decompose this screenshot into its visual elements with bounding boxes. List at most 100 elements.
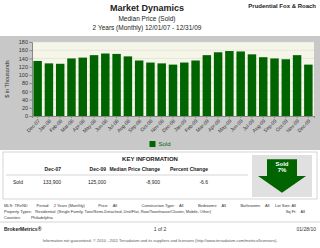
tick: 160 bbox=[19, 47, 32, 53]
tick: 0 bbox=[25, 113, 32, 119]
tick-mark bbox=[218, 116, 219, 118]
tick-mark bbox=[30, 58, 33, 59]
bar bbox=[304, 65, 312, 116]
tick-mark bbox=[30, 100, 33, 101]
bar bbox=[45, 63, 53, 116]
bar bbox=[236, 51, 244, 116]
tick-mark bbox=[82, 116, 83, 118]
table-header: Dec-09 bbox=[90, 166, 107, 172]
tick-mark bbox=[161, 116, 162, 118]
tick: Dec-09 bbox=[296, 116, 312, 133]
bar bbox=[180, 63, 188, 116]
tick-mark bbox=[195, 116, 196, 118]
tick-mark bbox=[116, 116, 117, 118]
title: Market Dynamics bbox=[110, 3, 184, 13]
tick-mark bbox=[274, 116, 275, 118]
chart: Prudential Fox & Roach Market Dynamics Med… bbox=[0, 0, 320, 248]
table-cell: Sold bbox=[13, 179, 23, 185]
tick-mark bbox=[30, 67, 33, 68]
tick-label: 180 bbox=[19, 39, 28, 45]
bar bbox=[90, 55, 98, 116]
footer: MLS: TReND Period: 2 Years (Monthly) Pri… bbox=[0, 203, 320, 243]
y-axis: 0 20 40 60 80 100 120 140 160 180 bbox=[19, 39, 33, 119]
tick-label: 60 bbox=[22, 89, 28, 95]
grid-line bbox=[32, 42, 314, 43]
tick-mark bbox=[30, 83, 33, 84]
bar bbox=[225, 51, 233, 116]
tick-mark bbox=[48, 116, 49, 118]
tick: 80 bbox=[22, 80, 32, 86]
bar bbox=[79, 58, 87, 116]
plot-background bbox=[32, 42, 314, 116]
legend-label: Sold bbox=[158, 141, 170, 147]
table-rule bbox=[6, 175, 248, 176]
tick-mark bbox=[150, 116, 151, 118]
table-title: KEY INFORMATION bbox=[122, 156, 178, 162]
tick-mark bbox=[263, 116, 264, 118]
table-header: Percent Change bbox=[170, 166, 208, 172]
legend: Sold bbox=[149, 141, 170, 147]
arrow-label: Sold7% bbox=[276, 161, 289, 174]
tick-label: Jun-09 bbox=[229, 118, 244, 133]
bar bbox=[101, 54, 109, 116]
tick-mark bbox=[71, 116, 72, 118]
tick-mark bbox=[30, 91, 33, 92]
subtitle: Median Price (Sold) bbox=[118, 15, 175, 23]
tick-label: 140 bbox=[19, 56, 28, 62]
table-cell: 133,900 bbox=[43, 179, 61, 185]
tick-label: 80 bbox=[22, 80, 28, 86]
footer-copyright: Information not guaranteed. © 2010 - 201… bbox=[43, 238, 278, 243]
tick-mark bbox=[60, 116, 61, 118]
tick-label: Jun-08 bbox=[93, 118, 108, 133]
tick-label: 160 bbox=[19, 47, 28, 53]
grid-line bbox=[32, 50, 314, 51]
tick-mark bbox=[127, 116, 128, 118]
bar bbox=[248, 54, 256, 116]
tick-label: Dec-09 bbox=[296, 118, 312, 134]
table-cell: -8,900 bbox=[146, 179, 160, 185]
tick-label: 120 bbox=[19, 64, 28, 70]
tick-mark bbox=[30, 50, 33, 51]
tick-label: 20 bbox=[22, 105, 28, 111]
bar bbox=[135, 61, 143, 117]
bar bbox=[33, 61, 41, 116]
footer-date: 01/28/10 bbox=[297, 226, 317, 232]
tick-mark bbox=[139, 116, 140, 118]
tick-mark bbox=[30, 75, 33, 76]
footer-text: MLS: TReND Period: 2 Years (Monthly) Pri… bbox=[4, 203, 296, 208]
tick-mark bbox=[37, 116, 38, 118]
footer-text: Property Types: Residential: (Single Fam… bbox=[4, 209, 305, 214]
tick: 40 bbox=[22, 97, 32, 103]
bar bbox=[270, 58, 278, 116]
footer-page: 1 of 2 bbox=[154, 226, 167, 232]
bar bbox=[191, 61, 199, 117]
tick-mark bbox=[285, 116, 286, 118]
x-axis: Dec-07Jan-08Feb-08Mar-08Apr-08May-08Jun-… bbox=[25, 116, 314, 134]
chart-background bbox=[0, 36, 320, 150]
arrow bbox=[258, 159, 306, 193]
tick-label: 40 bbox=[22, 97, 28, 103]
legend-swatch bbox=[149, 141, 155, 147]
arrow-box bbox=[252, 155, 312, 197]
bar bbox=[56, 64, 64, 116]
tick-mark bbox=[173, 116, 174, 118]
tick-mark bbox=[229, 116, 230, 118]
bar bbox=[124, 56, 132, 116]
bars bbox=[33, 51, 312, 116]
top-right-text: Prudential Fox & Roach bbox=[248, 3, 316, 9]
tick-mark bbox=[206, 116, 207, 118]
grid bbox=[32, 42, 314, 116]
tick-label: 0 bbox=[25, 113, 28, 119]
tick-mark bbox=[308, 116, 309, 118]
tick-mark bbox=[251, 116, 252, 118]
tick-mark bbox=[240, 116, 241, 118]
table-cell: -6.6 bbox=[199, 179, 208, 185]
tick: 100 bbox=[19, 72, 32, 78]
tick: 20 bbox=[22, 105, 32, 111]
tick: Jun-09 bbox=[229, 116, 244, 133]
separator bbox=[0, 222, 320, 223]
subtitle: 2 Years (Monthly) 12/01/07 - 12/31/09 bbox=[93, 24, 202, 32]
bar bbox=[112, 54, 120, 116]
box bbox=[3, 152, 317, 199]
table-header: Dec-07 bbox=[45, 166, 62, 172]
